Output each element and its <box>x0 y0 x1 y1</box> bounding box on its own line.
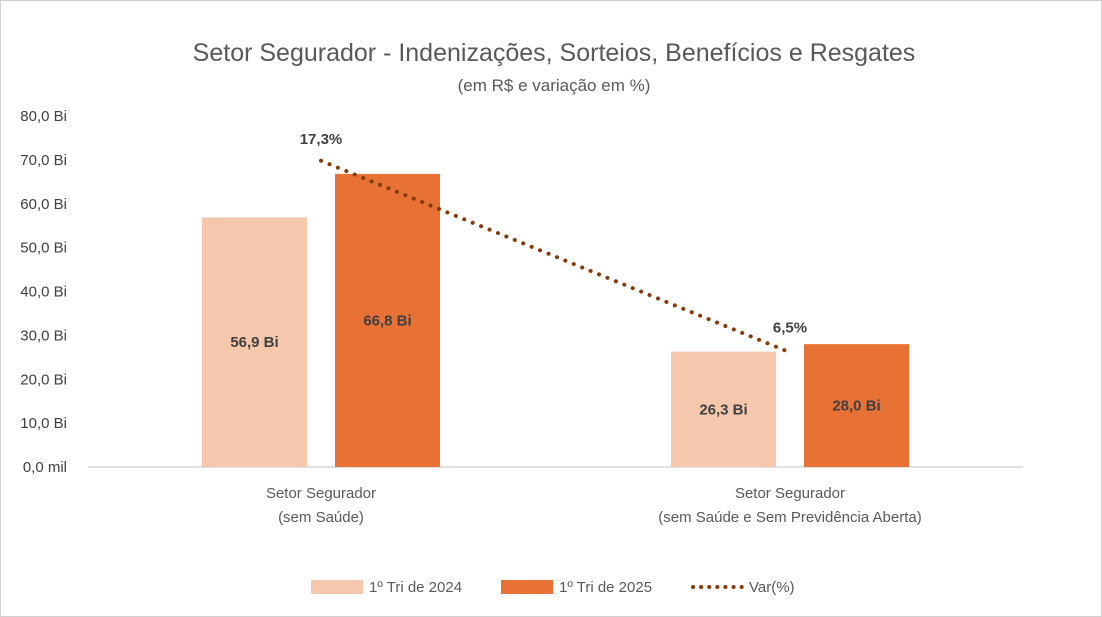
y-tick-label: 10,0 Bi <box>20 415 67 432</box>
y-tick-label: 0,0 mil <box>23 459 67 476</box>
bar-data-label: 56,9 Bi <box>230 334 278 351</box>
category-label: Setor Segurador <box>266 485 376 502</box>
category-label: (sem Saúde e Sem Previdência Aberta) <box>658 509 921 526</box>
y-tick-label: 60,0 Bi <box>20 196 67 213</box>
bar-data-label: 26,3 Bi <box>699 401 747 418</box>
bars: 56,9 Bi 66,8 Bi 26,3 Bi 28,0 Bi <box>202 173 909 468</box>
legend: 1º Tri de 2024 1º Tri de 2025 Var(%) <box>311 579 795 596</box>
bar-s2-c2 <box>804 344 909 467</box>
legend-label-s2: 1º Tri de 2025 <box>559 579 652 596</box>
legend-label-var: Var(%) <box>749 579 795 596</box>
variation-series-line <box>319 158 790 354</box>
bar-data-label: 66,8 Bi <box>363 312 411 329</box>
variation-label-1: 17,3% <box>300 131 343 148</box>
variation-label-2: 6,5% <box>773 320 807 337</box>
y-tick-label: 50,0 Bi <box>20 240 67 257</box>
category-label: Setor Segurador <box>735 485 845 502</box>
chart-title: Setor Segurador - Indenizações, Sorteios… <box>193 39 916 67</box>
category-labels: Setor Segurador (sem Saúde) Setor Segurado… <box>266 485 922 526</box>
y-tick-label: 70,0 Bi <box>20 152 67 169</box>
y-axis: 0,0 mil 10,0 Bi 20,0 Bi 30,0 Bi 40,0 Bi 50,0 … <box>20 108 67 476</box>
category-label: (sem Saúde) <box>278 509 364 526</box>
variation-line: 17,3% 6,5% <box>300 131 807 354</box>
chart-subtitle: (em R$ e variação em %) <box>458 76 651 95</box>
bar-s1-c1 <box>202 217 307 467</box>
y-tick-label: 40,0 Bi <box>20 284 67 301</box>
legend-label-s1: 1º Tri de 2024 <box>369 579 462 596</box>
bar-s1-c2 <box>671 351 776 467</box>
bar-data-label: 28,0 Bi <box>832 398 880 415</box>
legend-swatch-s1 <box>311 580 363 594</box>
bar-s2-c1 <box>335 173 440 468</box>
legend-swatch-s2 <box>501 580 553 594</box>
y-tick-label: 20,0 Bi <box>20 371 67 388</box>
y-tick-label: 80,0 Bi <box>20 108 67 125</box>
y-tick-label: 30,0 Bi <box>20 327 67 344</box>
